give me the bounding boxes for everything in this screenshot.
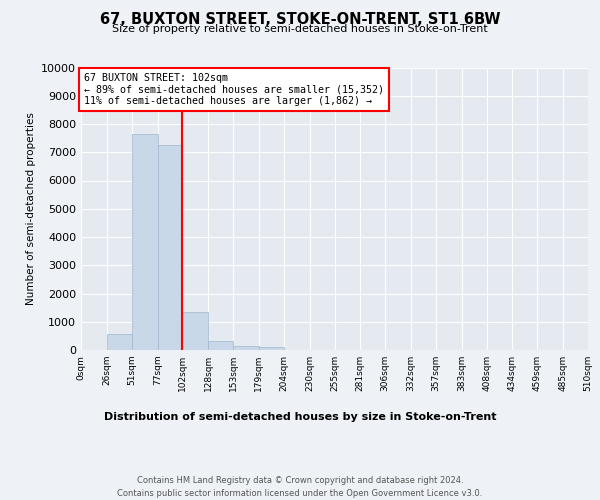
- Y-axis label: Number of semi-detached properties: Number of semi-detached properties: [26, 112, 35, 305]
- Bar: [158, 145, 182, 350]
- Text: Contains HM Land Registry data © Crown copyright and database right 2024.
Contai: Contains HM Land Registry data © Crown c…: [118, 476, 482, 498]
- Bar: [132, 134, 158, 350]
- Bar: [107, 334, 132, 350]
- Text: 67 BUXTON STREET: 102sqm
← 89% of semi-detached houses are smaller (15,352)
11% : 67 BUXTON STREET: 102sqm ← 89% of semi-d…: [83, 73, 383, 106]
- Text: Size of property relative to semi-detached houses in Stoke-on-Trent: Size of property relative to semi-detach…: [112, 24, 488, 34]
- Text: 67, BUXTON STREET, STOKE-ON-TRENT, ST1 6BW: 67, BUXTON STREET, STOKE-ON-TRENT, ST1 6…: [100, 12, 500, 28]
- Bar: [259, 348, 284, 350]
- Bar: [208, 341, 233, 350]
- Text: Distribution of semi-detached houses by size in Stoke-on-Trent: Distribution of semi-detached houses by …: [104, 412, 496, 422]
- Bar: [182, 312, 208, 350]
- Bar: [233, 346, 259, 350]
